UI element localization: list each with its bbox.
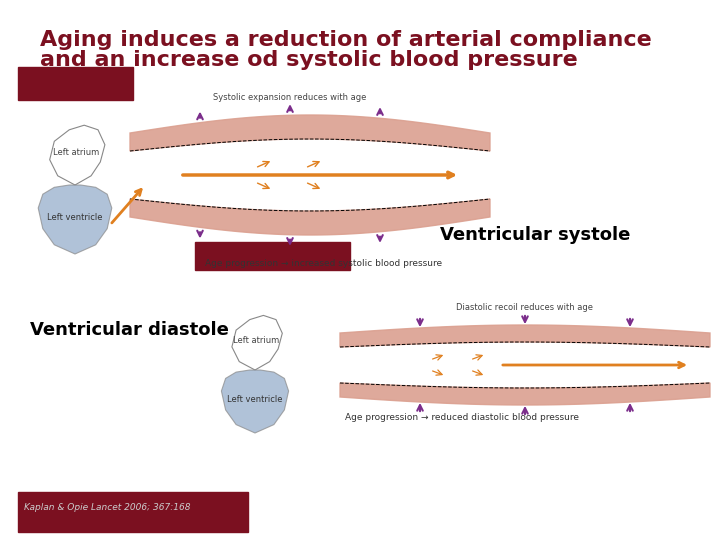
Polygon shape [38, 185, 112, 254]
Text: Ventricular systole: Ventricular systole [440, 226, 631, 244]
Polygon shape [340, 325, 710, 347]
Polygon shape [50, 125, 105, 185]
Text: Left ventricle: Left ventricle [48, 213, 103, 222]
Text: Ventricular diastole: Ventricular diastole [30, 321, 229, 339]
Polygon shape [340, 383, 710, 405]
Text: Systolic expansion reduces with age: Systolic expansion reduces with age [213, 93, 366, 102]
Text: Left atrium: Left atrium [53, 148, 99, 157]
Bar [195, 242, 350, 270]
Text: Aging induces a reduction of arterial compliance: Aging induces a reduction of arterial co… [40, 30, 652, 50]
Text: Kaplan & Opie Lancet 2006; 367:168: Kaplan & Opie Lancet 2006; 367:168 [24, 503, 191, 512]
Text: Left ventricle: Left ventricle [228, 395, 283, 404]
Polygon shape [222, 370, 289, 433]
Polygon shape [232, 315, 282, 370]
Text: and an increase od systolic blood pressure: and an increase od systolic blood pressu… [40, 50, 577, 70]
Polygon shape [130, 199, 490, 235]
Text: Age progression → increased systolic blood pressure: Age progression → increased systolic blo… [205, 260, 442, 268]
Bar [18, 492, 248, 532]
Text: Left atrium: Left atrium [233, 336, 279, 345]
Text: Age progression → reduced diastolic blood pressure: Age progression → reduced diastolic bloo… [345, 413, 579, 422]
Text: Diastolic recoil reduces with age: Diastolic recoil reduces with age [456, 303, 593, 312]
Bar [18, 67, 133, 100]
Polygon shape [130, 115, 490, 151]
